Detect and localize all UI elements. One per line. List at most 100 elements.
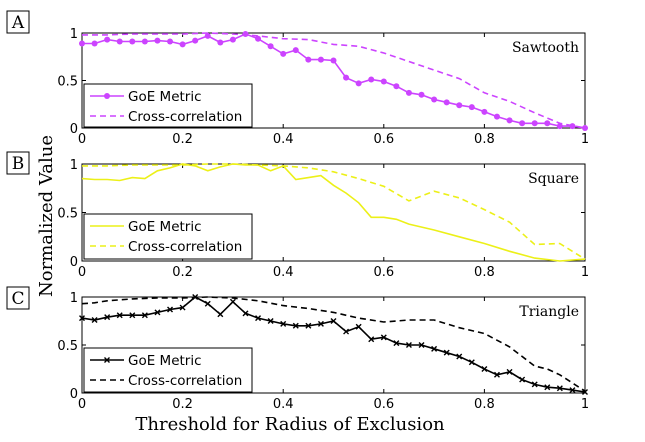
x-tick-label: 0.2 [172,132,193,147]
y-tick-label: 1 [70,158,78,173]
x-axis-label: Threshold for Radius of Exclusion [135,414,445,435]
x-tick-label: 0.6 [373,397,394,412]
series-cross-correlation-line [82,296,586,392]
data-point [506,368,513,375]
data-point [393,340,400,347]
x-tick-label: 1 [581,265,589,280]
y-tick-label: 0.5 [57,339,78,354]
data-point [456,353,463,360]
legend: GoE Metric Cross-correlation [83,347,253,393]
x-tick-label: 0.4 [273,397,294,412]
data-point [556,123,563,130]
data-point [380,334,387,341]
panel-b: 0 0.2 0.4 0.6 0.8 1 0 0.5 1 Square B GoE Metric Cros… [6,151,589,280]
data-point [141,312,148,319]
data-point [330,318,337,324]
data-point [204,32,211,39]
x-tick-label: 0 [78,397,86,412]
data-point [305,322,312,329]
data-point [267,318,274,324]
y-tick-label: 0 [70,255,78,270]
data-point [292,322,299,329]
legend-marker [104,357,110,363]
y-tick-label: 1 [70,27,78,42]
data-point [556,385,563,392]
legend-label: GoE Metric [128,219,202,235]
data-point [493,371,500,378]
legend-marker [104,93,110,99]
data-point [405,89,412,96]
x-tick-label: 0.4 [273,265,294,280]
data-point [355,80,362,87]
data-point [468,359,475,366]
data-point [431,345,438,352]
data-point [242,310,249,317]
data-point [229,298,236,305]
y-axis-label: Normalized Value [36,135,57,297]
x-tick-label: 0 [78,265,86,280]
data-point [569,387,576,394]
y-tick-label: 0 [70,387,78,402]
data-point [217,311,224,318]
data-point [129,312,136,319]
y-tick-label: 0 [70,122,78,137]
series-cross-correlation-line [82,163,586,260]
data-point [167,306,174,313]
data-point [179,41,186,48]
data-point [343,74,350,81]
data-point [519,120,526,127]
series-goe-metric-line [82,163,586,262]
data-point [405,342,412,348]
legend-label: GoE Metric [128,89,202,105]
x-tick-label: 0 [78,132,86,147]
data-point [443,349,450,356]
panel-title: Sawtooth [512,40,579,56]
data-point [456,102,463,109]
x-tick-label: 0.8 [474,397,495,412]
y-tick-label: 0.5 [57,207,78,222]
data-point [104,36,111,43]
data-point [380,78,387,85]
legend: GoE Metric Cross-correlation [83,83,253,128]
legend-box [83,83,253,128]
series-cross-correlation-line [82,32,586,129]
x-tick-label: 0.6 [373,132,394,147]
x-tick-label: 1 [581,132,589,147]
data-point [355,323,362,330]
data-point [544,384,551,391]
data-point [343,328,350,335]
data-point [368,336,375,343]
data-point [431,96,438,103]
data-point [531,120,538,127]
panel-letter: A [11,13,25,33]
y-tick-label: 0.5 [57,75,78,90]
panel-letter: B [12,154,25,174]
panel-c: 0 0.2 0.4 0.6 0.8 1 0 0.5 1 Triangle C GoE Metric Cr… [6,286,589,412]
data-point [255,35,262,42]
legend-box [83,213,253,260]
panel-letter-box [6,151,30,175]
data-point [229,36,236,43]
data-point [330,57,337,64]
x-tick-label: 0.6 [373,265,394,280]
legend-label: Cross-correlation [128,373,242,389]
data-point [255,315,262,322]
data-point [493,113,500,120]
data-point [79,40,85,47]
data-point [519,376,526,383]
x-tick-label: 0.8 [474,265,495,280]
legend: GoE Metric Cross-correlation [83,213,253,260]
data-point [468,104,475,111]
data-point [204,300,211,307]
data-point [280,320,287,327]
panel-title: Square [528,171,579,187]
legend-box [83,347,253,393]
data-point [154,37,161,44]
data-point [443,99,450,106]
data-point [481,366,488,372]
x-tick-label: 0.8 [474,132,495,147]
data-point [393,83,400,90]
x-tick-label: 1 [581,397,589,412]
data-point [531,381,538,388]
